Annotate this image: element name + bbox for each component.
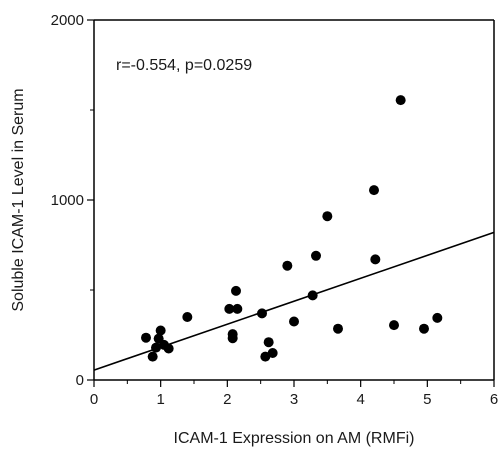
data-point [151, 342, 161, 353]
data-point [163, 343, 174, 354]
data-point [231, 285, 241, 296]
data-point [322, 211, 333, 222]
data-points [141, 95, 443, 362]
x-tick-label: 6 [490, 391, 498, 408]
y-axis-title: Soluble ICAM-1 Level in Serum [10, 88, 27, 311]
x-tick-label: 5 [423, 391, 431, 408]
x-tick-label: 1 [156, 391, 164, 408]
x-tick-label: 4 [356, 391, 364, 408]
data-point [182, 312, 193, 322]
correlation-annotation: r=-0.554, p=0.0259 [116, 57, 252, 74]
x-tick-label: 2 [223, 391, 231, 408]
data-point [155, 325, 166, 336]
data-point [389, 320, 399, 331]
data-point [282, 260, 293, 271]
data-point [289, 316, 299, 327]
x-tick-label: 0 [90, 391, 98, 408]
y-tick-label: 1000 [51, 192, 84, 209]
y-tick-label: 0 [76, 372, 84, 389]
data-point [333, 323, 343, 334]
data-point [311, 250, 321, 261]
data-point [227, 333, 238, 344]
data-point [232, 303, 243, 314]
y-tick-label: 2000 [51, 12, 84, 29]
data-point [224, 303, 235, 314]
axes: 0 1 2 3 4 5 6 0 1000 2000 [51, 12, 499, 408]
data-point [369, 185, 379, 196]
x-tick-label: 3 [290, 391, 298, 408]
data-point [257, 308, 267, 319]
data-point [141, 332, 151, 343]
data-point [147, 351, 158, 362]
data-point [263, 337, 274, 348]
data-point [370, 254, 381, 265]
data-point [267, 348, 278, 358]
data-point [419, 323, 429, 334]
data-point [432, 312, 443, 323]
data-point [307, 290, 318, 301]
x-axis-title: ICAM-1 Expression on AM (RMFi) [174, 430, 415, 447]
data-point [395, 95, 406, 106]
